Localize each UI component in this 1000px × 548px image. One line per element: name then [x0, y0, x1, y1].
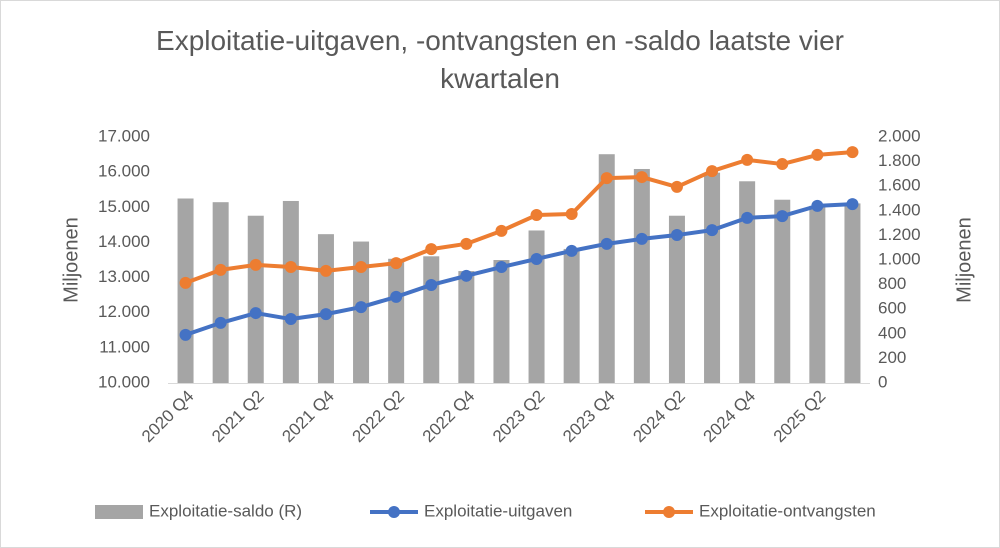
point [179, 276, 192, 289]
bar [528, 230, 545, 383]
y-tick-label: 12.000 [98, 302, 150, 321]
point [635, 232, 648, 245]
legend-item: Exploitatie-ontvangsten [645, 501, 876, 520]
y-tick-label: 16.000 [98, 162, 150, 181]
legend-marker [663, 506, 675, 518]
y-tick-label: 14.000 [98, 232, 150, 251]
point [214, 263, 227, 276]
point [600, 237, 613, 250]
point [425, 243, 438, 256]
point [741, 211, 754, 224]
point [600, 172, 613, 185]
y-tick-label: 17.000 [98, 126, 150, 145]
y2-tick-label: 200 [878, 348, 906, 367]
legend-item: Exploitatie-saldo (R) [95, 501, 302, 520]
bar [493, 260, 510, 383]
point [635, 171, 648, 184]
y-tick-label: 15.000 [98, 197, 150, 216]
point [565, 244, 578, 257]
point [249, 258, 262, 271]
bar [704, 172, 721, 383]
bar [809, 205, 826, 383]
point [495, 224, 508, 237]
y-tick-label: 13.000 [98, 267, 150, 286]
y-tick-label: 11.000 [99, 337, 150, 356]
y2-axis-label: Miljoenen [953, 217, 975, 303]
y2-tick-label: 1.600 [878, 176, 921, 195]
chart-title: Exploitatie-uitgaven, -ontvangsten en -s… [156, 25, 844, 94]
y2-tick-label: 800 [878, 274, 906, 293]
legend-label: Exploitatie-saldo (R) [149, 501, 302, 520]
point [355, 301, 368, 314]
y-axis-label: Miljoenen [60, 217, 82, 303]
legend-label: Exploitatie-ontvangsten [699, 501, 876, 520]
legend-swatch [95, 505, 143, 519]
point [249, 307, 262, 320]
point [741, 153, 754, 166]
bar [423, 256, 440, 383]
bar [458, 271, 475, 383]
point [776, 158, 789, 171]
point [530, 209, 543, 222]
bar [739, 181, 756, 383]
point [776, 210, 789, 223]
bar [388, 258, 405, 383]
bar [598, 154, 615, 383]
y2-tick-label: 1.200 [878, 225, 921, 244]
point [846, 198, 859, 211]
bar [212, 202, 229, 383]
point [179, 328, 192, 341]
point [214, 316, 227, 329]
y2-tick-label: 1.400 [878, 200, 921, 219]
point [706, 165, 719, 178]
point [811, 148, 824, 161]
point [846, 146, 859, 159]
legend-item: Exploitatie-uitgaven [370, 501, 572, 520]
point [460, 237, 473, 250]
point [530, 252, 543, 265]
y2-tick-label: 1.000 [878, 249, 921, 268]
bar [177, 198, 194, 383]
y-tick-label: 10.000 [98, 372, 150, 391]
bar [844, 203, 861, 383]
point [319, 308, 332, 321]
bar [774, 199, 791, 383]
point [670, 180, 683, 193]
legend-label: Exploitatie-uitgaven [424, 501, 572, 520]
legend-marker [388, 506, 400, 518]
point [355, 261, 368, 274]
bar [282, 200, 299, 383]
point [460, 269, 473, 282]
bar [563, 248, 580, 383]
point [319, 264, 332, 277]
point [425, 278, 438, 291]
y2-tick-label: 400 [878, 323, 906, 342]
point [811, 199, 824, 212]
point [390, 290, 403, 303]
y2-tick-label: 600 [878, 299, 906, 318]
bar [633, 168, 650, 383]
y2-tick-label: 1.800 [878, 151, 921, 170]
point [565, 207, 578, 220]
bar [668, 215, 685, 383]
bar [247, 215, 264, 383]
point [284, 313, 297, 326]
point [495, 261, 508, 274]
point [284, 261, 297, 274]
point [706, 224, 719, 237]
point [390, 257, 403, 270]
point [670, 229, 683, 242]
y2-tick-label: 2.000 [878, 126, 921, 145]
y2-tick-label: 0 [878, 372, 887, 391]
